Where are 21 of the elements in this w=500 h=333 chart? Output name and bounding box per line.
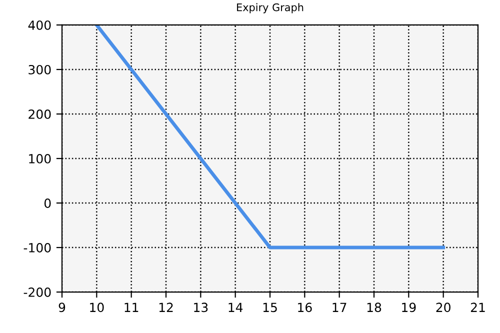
y-tick-label: 100: [29, 154, 51, 164]
x-tick-label: 10: [90, 302, 104, 312]
x-tick-label: 21: [470, 302, 485, 312]
x-tick-label: 15: [263, 302, 277, 312]
x-tick-label: 13: [194, 302, 208, 312]
y-tick-label: 400: [28, 20, 51, 30]
y-tick-label: -200: [24, 288, 51, 297]
x-tick-label: 14: [228, 302, 243, 312]
x-tick-label: 11: [124, 302, 138, 312]
x-tick-label: 20: [436, 302, 450, 312]
y-tick-label: 200: [28, 109, 51, 119]
x-tick-label: 19: [402, 302, 416, 312]
x-tick-label: 9: [58, 302, 66, 312]
chart-title: Expiry Graph: [237, 3, 304, 14]
y-tick-label: 0: [44, 198, 51, 208]
x-tick-label: 17: [332, 302, 346, 312]
x-tick-label: 12: [159, 302, 173, 312]
y-tick-label: -100: [24, 243, 51, 252]
y-tick-label: 300: [28, 64, 51, 74]
x-tick-label: 16: [298, 302, 312, 312]
x-tick-label: 18: [367, 302, 382, 312]
